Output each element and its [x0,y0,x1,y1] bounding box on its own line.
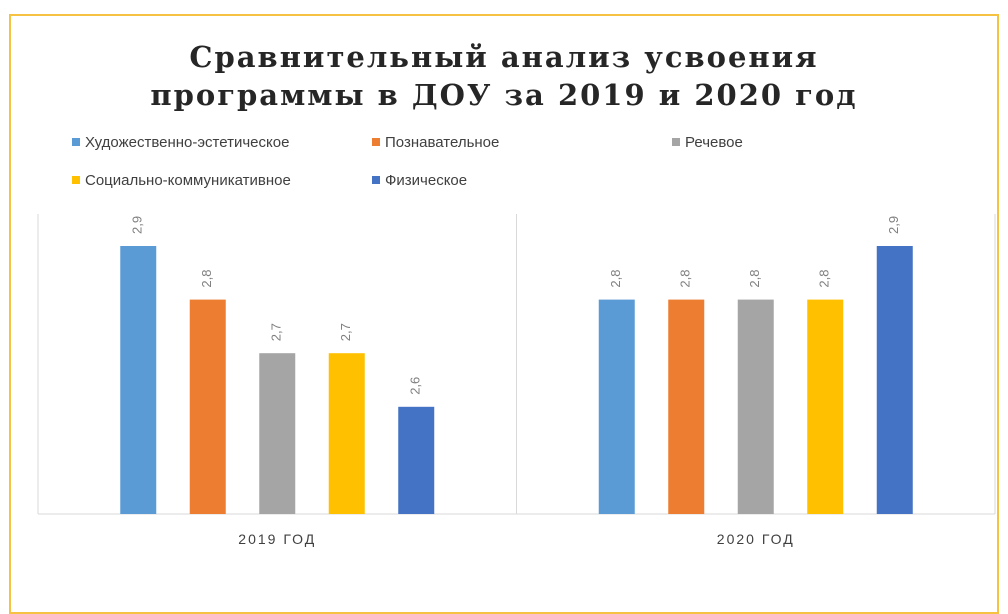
data-label-1-2: 2,8 [747,270,762,288]
legend-swatch-art [72,138,80,146]
data-label-0-3: 2,7 [338,323,353,341]
data-label-1-0: 2,8 [608,270,623,288]
data-label-0-0: 2,9 [130,216,145,234]
bar-0-3 [328,353,365,514]
legend-swatch-social [72,176,80,184]
legend-item-physical: Физическое [372,170,467,190]
bar-0-4 [398,406,435,514]
category-label-1: 2020 ГОД [717,531,795,547]
legend-item-cognitive: Познавательное [372,132,499,152]
bar-0-2 [259,353,296,514]
data-label-1-1: 2,8 [678,270,693,288]
chart-title: Сравнительный анализ усвоения программы … [0,38,1008,114]
legend-label-speech: Речевое [685,133,743,151]
bar-1-4 [876,246,913,514]
category-label-0: 2019 ГОД [238,531,316,547]
legend-label-art: Художественно-эстетическое [85,133,290,151]
bar-1-0 [598,299,635,514]
bar-1-2 [737,299,774,514]
data-label-0-4: 2,6 [408,377,423,395]
legend-swatch-speech [672,138,680,146]
data-label-1-3: 2,8 [817,270,832,288]
chart-title-line-2: программы в ДОУ за 2019 и 2020 год [150,78,858,112]
legend-swatch-cognitive [372,138,380,146]
legend-label-social: Социально-коммуникативное [85,171,291,189]
bar-chart: 2,9 2,8 2,7 2,7 2,6 2019 ГОД 2,8 2,8 2,8 2,8 2,9 20… [37,214,996,547]
bar-1-1 [668,299,705,514]
legend-item-speech: Речевое [672,132,743,152]
bar-0-0 [120,246,157,514]
data-label-0-1: 2,8 [199,270,214,288]
legend-item-social: Социально-коммуникативное [72,170,291,190]
legend-swatch-physical [372,176,380,184]
data-label-0-2: 2,7 [269,323,284,341]
plot-area: 2,9 2,8 2,7 2,7 2,6 2019 ГОД 2,8 2,8 2,8 2,8 2,9 20… [37,214,996,547]
chart-title-line-1: Сравнительный анализ усвоения [189,40,819,74]
bar-1-3 [807,299,844,514]
legend-label-cognitive: Познавательное [385,133,500,151]
legend-item-art: Художественно-эстетическое [72,132,289,152]
legend-label-physical: Физическое [385,171,468,189]
bar-0-1 [189,299,226,514]
data-label-1-4: 2,9 [886,216,901,234]
